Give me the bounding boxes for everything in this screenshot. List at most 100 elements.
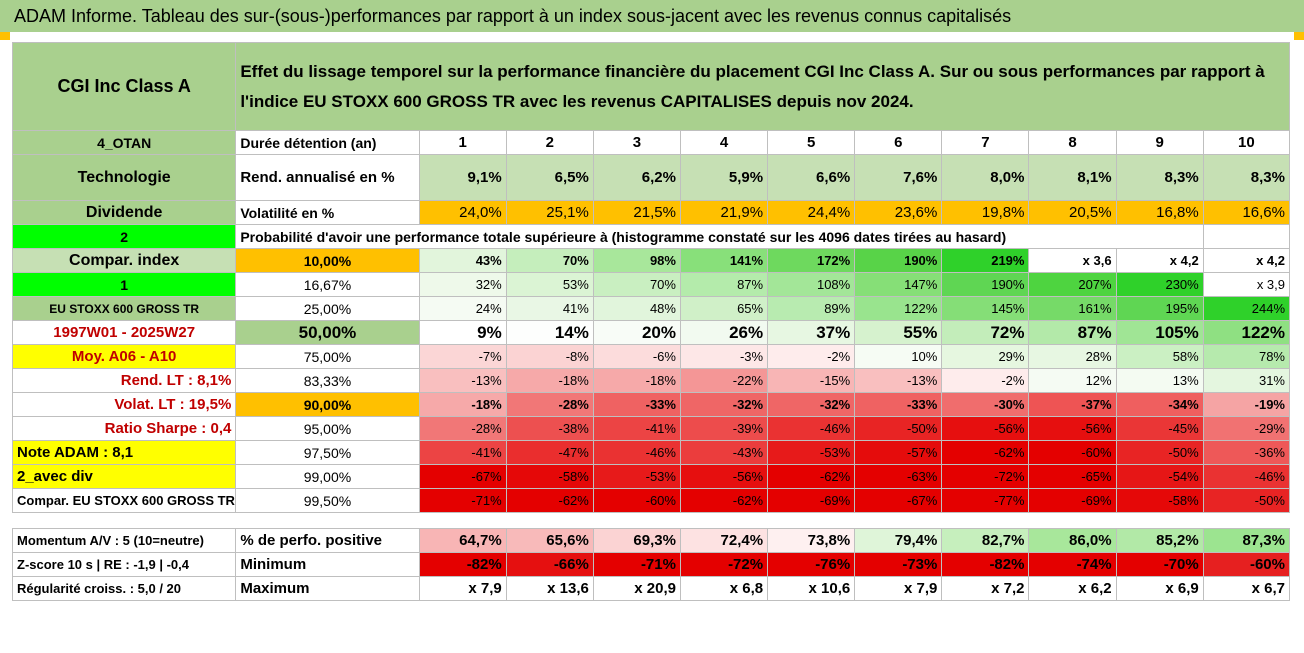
proba-cell-1: -71% bbox=[418, 488, 507, 513]
maximum-row: Régularité croiss. : 5,0 / 20 Maximum x 7,… bbox=[11, 576, 1291, 601]
rend-cell-5: 6,6% bbox=[767, 154, 856, 201]
maximum-cell-2: x 13,6 bbox=[505, 576, 594, 601]
proba-cell-7: 29% bbox=[941, 344, 1030, 369]
proba-cell-6: -63% bbox=[854, 464, 943, 489]
proba-cell-4: 141% bbox=[679, 248, 769, 273]
proba-cell-10: -36% bbox=[1202, 440, 1291, 465]
proba-cell-1: -67% bbox=[418, 464, 507, 489]
proba-cell-4: 26% bbox=[679, 320, 769, 345]
proba-cell-5: -32% bbox=[767, 392, 856, 417]
year-header-8: 8 bbox=[1028, 130, 1117, 155]
label-two: 2 bbox=[11, 224, 237, 249]
volat-cell-3: 21,5% bbox=[592, 200, 681, 225]
proba-cell-9: 58% bbox=[1115, 344, 1204, 369]
perfo-pos-cell-8: 86,0% bbox=[1028, 528, 1117, 553]
year-header-3: 3 bbox=[592, 130, 681, 155]
perfo-pos-cell-4: 72,4% bbox=[679, 528, 769, 553]
proba-cell-9: -34% bbox=[1115, 392, 1204, 417]
spacer bbox=[13, 513, 1290, 529]
proba-cell-2: 14% bbox=[505, 320, 594, 345]
maximum-cell-3: x 20,9 bbox=[592, 576, 681, 601]
perfo-pos-cell-10: 87,3% bbox=[1202, 528, 1291, 553]
proba-title: Probabilité d'avoir une performance tota… bbox=[235, 224, 1204, 249]
minimum-row: Z-score 10 s | RE : -1,9 | -0,4 Minimum -8… bbox=[11, 552, 1291, 577]
rend-cell-6: 7,6% bbox=[854, 154, 943, 201]
proba-row: Rend. LT : 8,1% 83,33% -13% -18% -18% -22% -15… bbox=[11, 368, 1291, 393]
proba-cell-9: -45% bbox=[1115, 416, 1204, 441]
proba-cell-1: -18% bbox=[418, 392, 507, 417]
label-avec-div: 2_avec div bbox=[11, 464, 237, 489]
proba-cell-9: -50% bbox=[1115, 440, 1204, 465]
rend-cell-10: 8,3% bbox=[1202, 154, 1291, 201]
maximum-cell-9: x 6,9 bbox=[1115, 576, 1204, 601]
proba-cell-7: -56% bbox=[941, 416, 1030, 441]
proba-cell-6: -33% bbox=[854, 392, 943, 417]
rend-cell-4: 5,9% bbox=[679, 154, 769, 201]
proba-cell-8: 161% bbox=[1028, 296, 1117, 321]
year-header-5: 5 bbox=[767, 130, 856, 155]
proba-cell-2: -47% bbox=[505, 440, 594, 465]
proba-cell-2: 41% bbox=[505, 296, 594, 321]
proba-cell-4: -3% bbox=[679, 344, 769, 369]
proba-cell-8: -56% bbox=[1028, 416, 1117, 441]
minimum-cell-4: -72% bbox=[679, 552, 769, 577]
window-title: ADAM Informe. Tableau des sur-(sous-)per… bbox=[0, 0, 1304, 32]
proba-cell-7: -62% bbox=[941, 440, 1030, 465]
label-regularite: Régularité croiss. : 5,0 / 20 bbox=[11, 576, 237, 601]
minimum-cell-10: -60% bbox=[1202, 552, 1291, 577]
threshold-cell: 50,00% bbox=[235, 320, 420, 345]
performance-table: CGI Inc Class A Effet du lissage tempore… bbox=[11, 42, 1291, 601]
proba-cell-5: -53% bbox=[767, 440, 856, 465]
minimum-cell-7: -82% bbox=[941, 552, 1030, 577]
proba-cell-1: 24% bbox=[418, 296, 507, 321]
proba-cell-6: -57% bbox=[854, 440, 943, 465]
proba-cell-3: -53% bbox=[592, 464, 681, 489]
volat-cell-7: 19,8% bbox=[941, 200, 1030, 225]
proba-cell-3: -18% bbox=[592, 368, 681, 393]
proba-cell-3: -33% bbox=[592, 392, 681, 417]
rend-cell-2: 6,5% bbox=[505, 154, 594, 201]
proba-cell-2: 70% bbox=[505, 248, 594, 273]
proba-cell-6: 190% bbox=[854, 248, 943, 273]
proba-cell-1: -41% bbox=[418, 440, 507, 465]
maximum-cell-1: x 7,9 bbox=[418, 576, 507, 601]
year-header-10: 10 bbox=[1202, 130, 1291, 155]
proba-cell-8: -60% bbox=[1028, 440, 1117, 465]
label-duree: Durée détention (an) bbox=[235, 130, 420, 155]
proba-row: 1997W01 - 2025W27 50,00% 9% 14% 20% 26% 37% 55%… bbox=[11, 320, 1291, 345]
row-volat: Dividende Volatilité en % 24,0% 25,1% 21,5… bbox=[11, 200, 1291, 225]
proba-cell-8: -69% bbox=[1028, 488, 1117, 513]
rend-cell-1: 9,1% bbox=[418, 154, 507, 201]
proba-cell-6: 55% bbox=[854, 320, 943, 345]
year-header-2: 2 bbox=[505, 130, 594, 155]
year-header-9: 9 bbox=[1115, 130, 1204, 155]
proba-cell-6: 10% bbox=[854, 344, 943, 369]
proba-row: Volat. LT : 19,5% 90,00% -18% -28% -33% -32% -… bbox=[11, 392, 1291, 417]
proba-cell-9: 105% bbox=[1115, 320, 1204, 345]
proba-cell-9: 230% bbox=[1115, 272, 1204, 297]
year-header-7: 7 bbox=[941, 130, 1030, 155]
proba-cell-8: 28% bbox=[1028, 344, 1117, 369]
description-line2: l'indice EU STOXX 600 GROSS TR avec les … bbox=[240, 91, 914, 111]
minimum-cell-5: -76% bbox=[767, 552, 856, 577]
proba-cell-5: 108% bbox=[767, 272, 856, 297]
perfo-pos-cell-3: 69,3% bbox=[592, 528, 681, 553]
proba-cell-8: 207% bbox=[1028, 272, 1117, 297]
proba-cell-5: 89% bbox=[767, 296, 856, 321]
proba-cell-5: -69% bbox=[767, 488, 856, 513]
proba-cell-1: -13% bbox=[418, 368, 507, 393]
minimum-cell-8: -74% bbox=[1028, 552, 1117, 577]
proba-cell-3: -46% bbox=[592, 440, 681, 465]
perfo-pos-cell-7: 82,7% bbox=[941, 528, 1030, 553]
label-maximum: Maximum bbox=[235, 576, 420, 601]
proba-cell-9: 13% bbox=[1115, 368, 1204, 393]
maximum-cell-6: x 7,9 bbox=[854, 576, 943, 601]
proba-cell-8: x 3,6 bbox=[1028, 248, 1117, 273]
maximum-cell-4: x 6,8 bbox=[679, 576, 769, 601]
label-volat: Volatilité en % bbox=[235, 200, 420, 225]
threshold-cell: 95,00% bbox=[235, 416, 420, 441]
year-header-1: 1 bbox=[418, 130, 507, 155]
proba-cell-2: -62% bbox=[505, 488, 594, 513]
proba-cell-7: -72% bbox=[941, 464, 1030, 489]
proba-cell-3: -6% bbox=[592, 344, 681, 369]
